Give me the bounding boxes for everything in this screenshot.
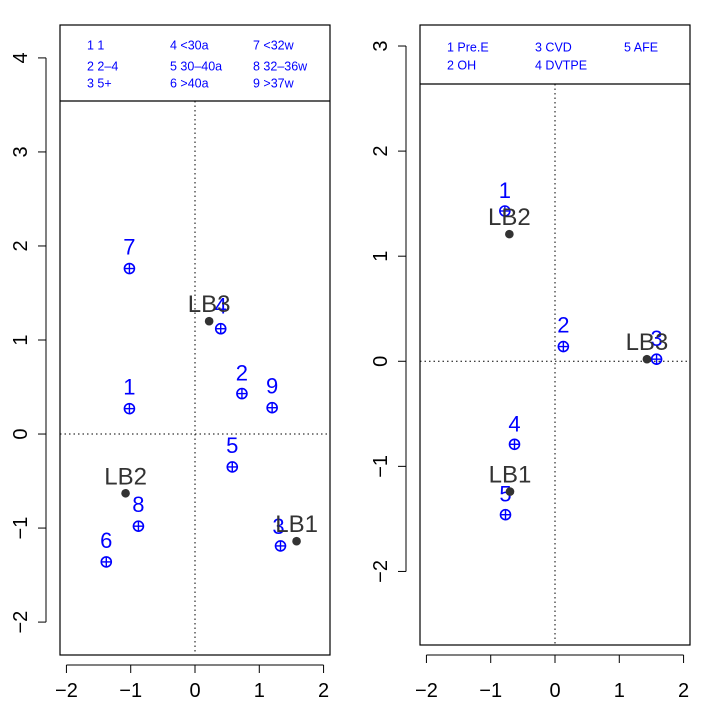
filled-point [505, 229, 514, 239]
filled-point [204, 316, 214, 326]
circle-plus-marker [100, 556, 113, 568]
y-tick-label: 4 [10, 52, 32, 63]
class-label: LB3 [626, 329, 669, 356]
point-label: 8 [132, 492, 144, 517]
x-tick-label: −2 [55, 680, 78, 702]
x-tick-label: 2 [318, 680, 329, 702]
circle-plus-marker [214, 322, 227, 335]
legend-entry: 4 <30a [170, 38, 209, 52]
y-axis: −2 −1 0 1 2 3 4 [10, 52, 47, 634]
circle-plus-marker [557, 340, 570, 353]
circle-plus-marker [226, 461, 239, 473]
x-tick-label: −1 [119, 680, 142, 702]
point-label: 7 [123, 235, 135, 260]
latent-class-points: LB1 LB2 LB3 [488, 204, 668, 496]
y-tick-label: 2 [10, 240, 32, 251]
y-tick-label: −2 [10, 611, 32, 634]
legend-entry: 6 >40a [170, 76, 209, 90]
point-label: 9 [266, 374, 278, 399]
x-tick-label: −1 [479, 680, 502, 702]
x-tick-label: −2 [415, 680, 438, 702]
circle-plus-marker [650, 353, 663, 365]
circle-plus-marker [266, 401, 278, 414]
legend-entry: 9 >37w [253, 76, 295, 90]
point-label: 5 [226, 433, 238, 458]
y-tick-label: −1 [10, 517, 32, 540]
legend-entry: 4 DVTPE [535, 58, 587, 72]
y-tick-label: 3 [370, 40, 392, 51]
y-tick-label: 0 [10, 428, 32, 439]
point-label: 2 [236, 361, 248, 386]
y-tick-label: 1 [10, 334, 32, 345]
class-label: LB3 [188, 291, 231, 318]
x-axis: −2 −1 0 1 2 [55, 664, 329, 702]
circle-plus-marker [508, 438, 521, 451]
latent-class-points: LB1 LB2 LB3 [104, 291, 318, 546]
x-tick-label: 0 [189, 680, 200, 702]
legend-entry: 5 30–40a [170, 59, 222, 73]
point-label: 3 [650, 326, 662, 351]
filled-point [292, 536, 301, 546]
point-label: 1 [123, 375, 135, 400]
point-label: 1 [499, 178, 511, 203]
x-axis: −2 −1 0 1 2 [415, 654, 689, 702]
legend-entry: 3 CVD [535, 40, 572, 54]
y-axis: −2 −1 0 1 2 3 [370, 40, 407, 583]
circle-plus-marker [274, 540, 287, 552]
legend-entry: 1 1 [87, 38, 104, 52]
circle-plus-marker [236, 387, 248, 400]
point-label: 6 [100, 528, 112, 553]
circle-plus-marker [123, 402, 136, 415]
circle-plus-marker [499, 205, 511, 217]
point-label: 3 [272, 514, 284, 539]
filled-point [642, 354, 652, 364]
point-label: 4 [215, 294, 227, 319]
legend-entry: 8 32–36w [253, 59, 308, 73]
circle-plus-marker [123, 262, 136, 275]
circle-plus-marker [132, 520, 145, 532]
right-scatter-panel: 1 Pre.E 2 OH 3 CVD 4 DVTPE 5 AFE −2 −1 0 1 2 −2 −1 0… [370, 24, 691, 702]
legend-entry: 2 OH [447, 58, 476, 72]
legend-entry: 2 2–4 [87, 59, 118, 73]
legend-entry: 5 AFE [624, 40, 658, 54]
x-tick-label: 1 [614, 680, 625, 702]
class-label: LB2 [488, 204, 531, 231]
legend: 1 1 2 2–4 3 5+ 4 <30a 5 30–40a 6 >40a 7 <32w 8 … [60, 38, 330, 102]
y-tick-label: 2 [370, 146, 392, 157]
legend-entry: 3 5+ [87, 76, 112, 90]
filled-point [121, 488, 130, 498]
legend-entry: 7 <32w [253, 38, 295, 52]
filled-point [505, 487, 515, 496]
plot-frame [419, 24, 691, 646]
x-tick-label: 1 [254, 680, 265, 702]
y-tick-label: −2 [370, 560, 392, 583]
class-label: LB2 [104, 463, 147, 490]
circle-plus-marker [499, 508, 512, 521]
class-label: LB1 [489, 462, 532, 489]
legend: 1 Pre.E 2 OH 3 CVD 4 DVTPE 5 AFE [420, 40, 690, 85]
y-tick-label: 0 [370, 356, 392, 367]
y-tick-label: 3 [10, 146, 32, 157]
legend-entry: 1 Pre.E [447, 40, 489, 54]
point-label: 2 [557, 313, 569, 338]
left-scatter-panel: 1 1 2 2–4 3 5+ 4 <30a 5 30–40a 6 >40a 7 <32w 8 … [10, 24, 331, 702]
y-tick-label: −1 [370, 455, 392, 478]
class-label: LB1 [275, 511, 318, 538]
x-tick-label: 0 [549, 680, 560, 702]
variable-points: 1 2 3 4 5 6 7 8 9 [100, 235, 287, 568]
x-tick-label: 2 [678, 680, 689, 702]
point-label: 4 [508, 411, 520, 436]
y-tick-label: 1 [370, 251, 392, 262]
